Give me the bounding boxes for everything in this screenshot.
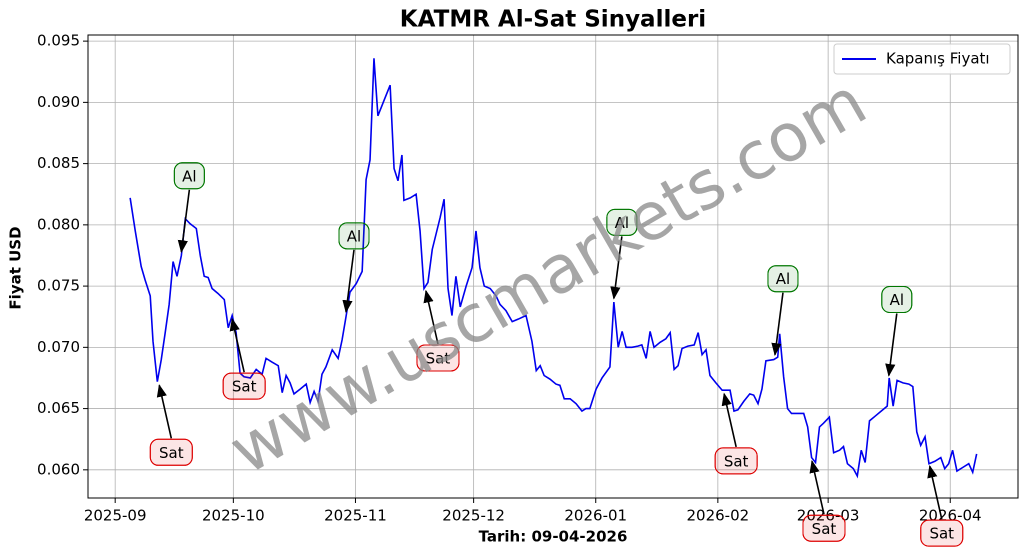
- annotation-box-bg: [920, 519, 964, 547]
- annotation-label: Sat: [929, 525, 954, 543]
- y-tick-label: 0.080: [37, 215, 80, 233]
- annotation-label: Al: [776, 270, 790, 288]
- annotation-box-bg: [767, 265, 799, 293]
- annotation-label: Al: [347, 227, 361, 245]
- annotation-box-bg: [802, 514, 846, 542]
- annotation-box-bg: [416, 344, 460, 372]
- plot-frame: [87, 34, 1019, 499]
- y-tick-label: 0.085: [37, 154, 80, 172]
- x-tick-label: 2025-11: [324, 507, 387, 525]
- y-tick-label: 0.060: [37, 460, 80, 478]
- annotation-arrow: [771, 292, 784, 356]
- annotation-arrow: [423, 289, 439, 345]
- legend-label: Kapanış Fiyatı: [886, 50, 990, 68]
- annotation-label: Al: [182, 167, 196, 185]
- annotation-arrow: [229, 317, 245, 373]
- annotation-label: Sat: [724, 452, 749, 470]
- annotation-arrow: [721, 392, 737, 448]
- annotation-arrow: [342, 249, 355, 314]
- annotation-box-bg: [149, 438, 193, 466]
- annotation-box-bg: [714, 447, 758, 475]
- y-tick-label: 0.070: [37, 338, 80, 356]
- annotation-box-bg: [338, 222, 370, 250]
- annotation-label: Al: [890, 291, 904, 309]
- annotation-label: Sat: [426, 349, 451, 367]
- annotation-arrow: [927, 464, 943, 520]
- annotation-box-bg: [222, 372, 266, 400]
- annotation-box-bg: [173, 162, 205, 190]
- x-tick-label: 2025-10: [202, 507, 265, 525]
- annotation-arrow: [156, 384, 173, 439]
- x-axis-label: Tarih: 09-04-2026: [479, 528, 628, 546]
- y-tick-label: 0.065: [37, 399, 80, 417]
- annotation-label: Sat: [812, 520, 837, 538]
- x-tick-label: 2025-12: [442, 507, 505, 525]
- legend-box: [833, 43, 1011, 75]
- annotation-arrow: [809, 460, 825, 515]
- annotation-label: Sat: [159, 444, 184, 462]
- y-tick-label: 0.095: [37, 32, 80, 50]
- annotation-arrow: [177, 189, 191, 254]
- x-tick-label: 2025-09: [84, 507, 147, 525]
- annotation-box-bg: [606, 208, 638, 236]
- annotation-label: Al: [615, 214, 629, 232]
- price-line: [129, 58, 978, 479]
- annotation-arrow: [610, 236, 623, 300]
- y-tick-label: 0.090: [37, 93, 80, 111]
- y-tick-label: 0.075: [37, 277, 80, 295]
- chart-title: KATMR Al-Sat Sinyalleri: [400, 7, 706, 33]
- x-tick-label: 2026-01: [564, 507, 627, 525]
- y-axis-label: Fiyat USD: [7, 226, 25, 309]
- x-tick-label: 2026-02: [687, 507, 750, 525]
- annotation-box-bg: [881, 286, 913, 314]
- annotation-arrow: [885, 313, 898, 377]
- annotation-label: Sat: [232, 378, 257, 396]
